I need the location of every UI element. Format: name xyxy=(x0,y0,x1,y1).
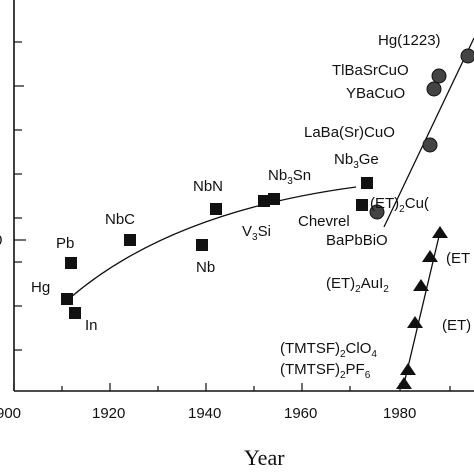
y-ticks xyxy=(14,41,26,351)
x-tick-label-1920: 1920 xyxy=(92,405,125,422)
x-axis-title: Year xyxy=(244,445,285,470)
marker-labasrcuo xyxy=(422,137,438,153)
marker-pf6 xyxy=(396,377,412,389)
marker-clo4 xyxy=(400,363,416,375)
marker-ybacuo xyxy=(426,81,442,97)
x-tick-label-1900: 900 xyxy=(0,405,21,422)
cuprate-trend-line xyxy=(383,37,474,228)
triangle-markers xyxy=(396,226,448,389)
conventional-trend-curve xyxy=(69,186,357,299)
marker-v3si-b xyxy=(268,193,280,205)
y-partial-label: 0 xyxy=(0,232,2,249)
label-labasrcuo: LaBa(Sr)CuO xyxy=(304,124,395,141)
label-nbc: NbC xyxy=(105,211,135,228)
label-hg: Hg xyxy=(31,279,50,296)
label-pb: Pb xyxy=(56,235,74,252)
marker-v3si-a xyxy=(258,195,270,207)
marker-tlbasrcuo xyxy=(431,68,447,84)
marker-hg1223 xyxy=(460,48,474,64)
x-tick-label-1980: 1980 xyxy=(383,405,416,422)
circle-markers xyxy=(369,48,474,220)
label-tlbasrcuo: TlBaSrCuO xyxy=(332,62,409,79)
marker-et-r2 xyxy=(407,316,423,328)
marker-bapbbio xyxy=(369,204,385,220)
marker-hg xyxy=(61,293,73,305)
label-hg1223: Hg(1223) xyxy=(378,32,441,49)
label-clo4: (TMTSF)2ClO4 xyxy=(280,340,377,360)
square-markers xyxy=(61,177,373,319)
marker-nb xyxy=(196,239,208,251)
marker-etcu xyxy=(432,226,448,238)
marker-pb xyxy=(65,257,77,269)
label-nb3sn: Nb3Sn xyxy=(268,167,311,187)
label-bapbbio: BaPbBiO xyxy=(326,232,388,249)
label-et-r2: (ET) xyxy=(442,317,471,334)
x-tick-label-1960: 1960 xyxy=(284,405,317,422)
label-etaui: (ET)2AuI2 xyxy=(326,275,389,295)
marker-nbn xyxy=(210,203,222,215)
marker-nbc xyxy=(124,234,136,246)
label-nbn: NbN xyxy=(193,178,223,195)
x-ticks xyxy=(13,383,451,391)
label-nb3ge: Nb3Ge xyxy=(334,151,379,171)
marker-nb3ge xyxy=(361,177,373,189)
x-tick-label-1940: 1940 xyxy=(188,405,221,422)
label-v3si: V3Si xyxy=(242,223,271,243)
label-et-r1: (ET xyxy=(446,250,470,267)
marker-chevrel xyxy=(356,199,368,211)
label-chevrel: Chevrel xyxy=(298,213,350,230)
organic-trend-line xyxy=(403,231,441,385)
label-in: In xyxy=(85,317,98,334)
marker-etaui xyxy=(413,279,429,291)
label-etcu: (ET)2Cu( xyxy=(370,195,429,215)
marker-in xyxy=(69,307,81,319)
label-pf6: (TMTSF)2PF6 xyxy=(280,361,371,381)
marker-et-r1 xyxy=(422,250,438,262)
label-ybacuo: YBaCuO xyxy=(346,85,405,102)
label-nb: Nb xyxy=(196,259,215,276)
